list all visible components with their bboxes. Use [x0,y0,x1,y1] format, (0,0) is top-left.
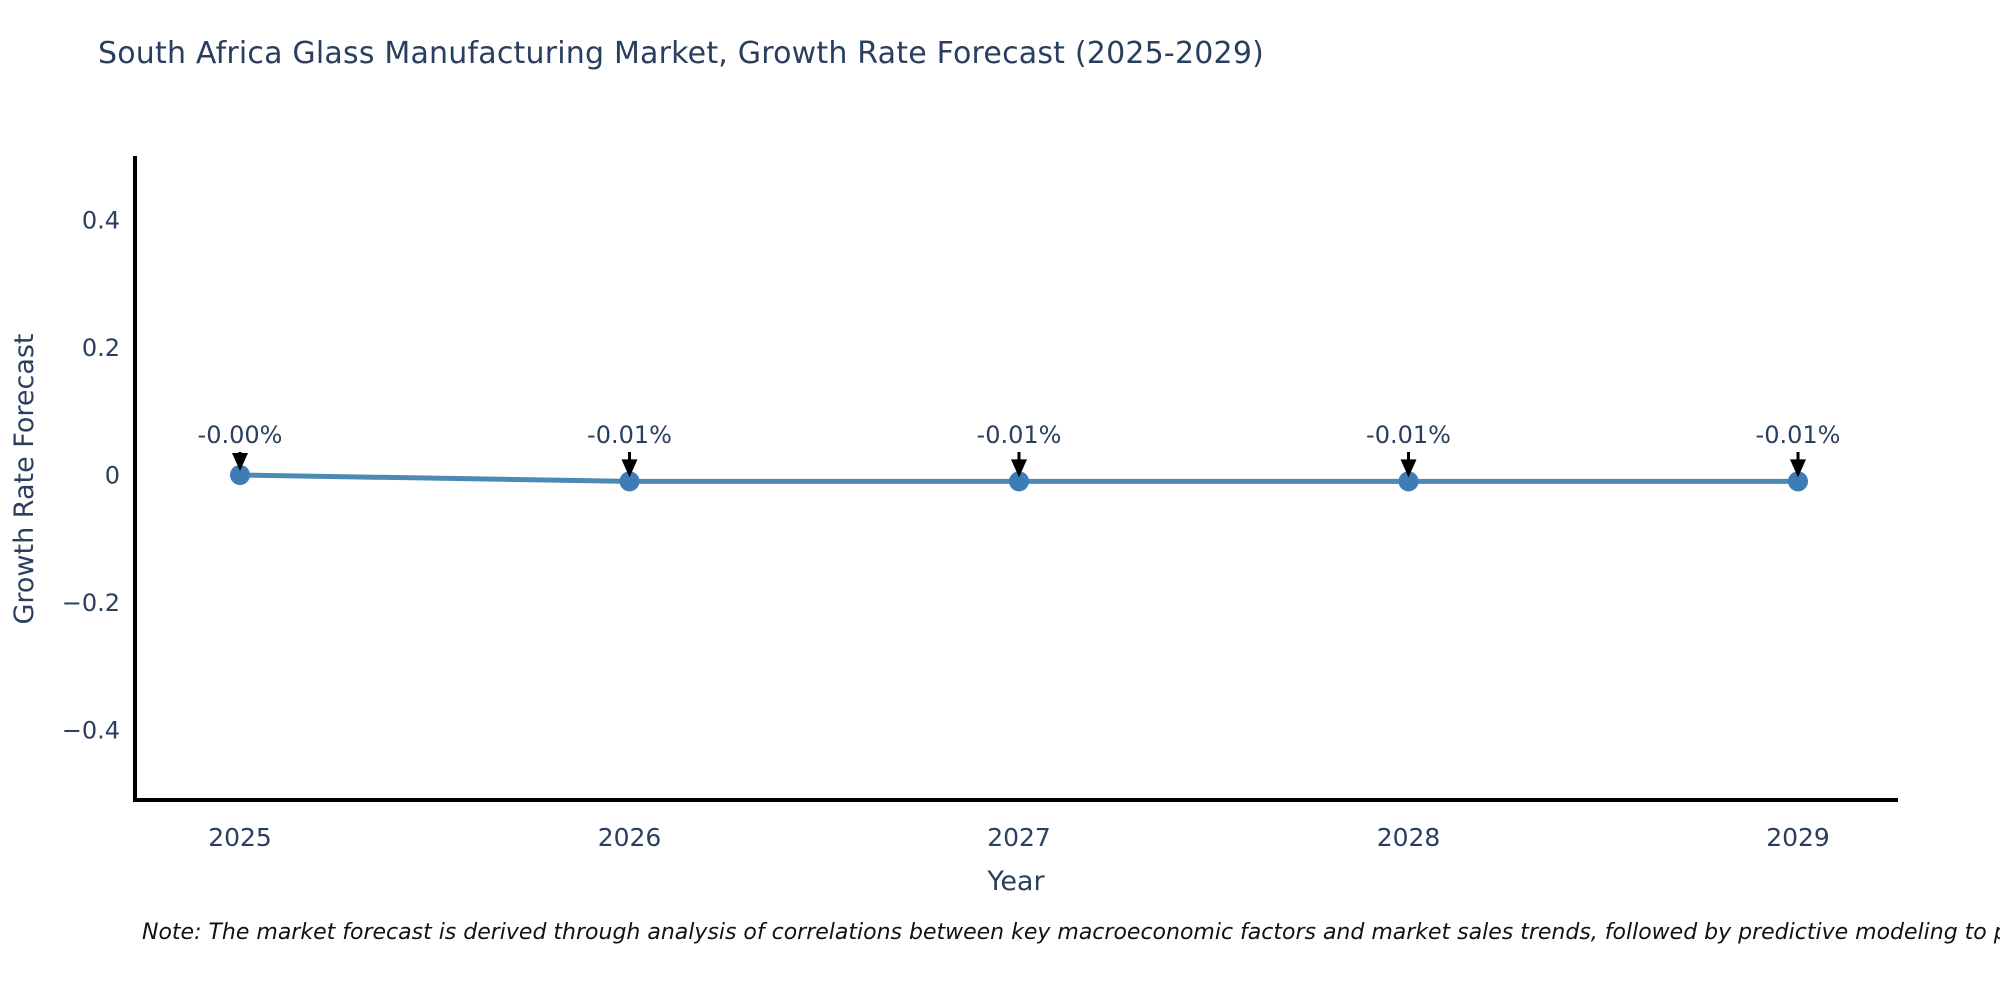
annotation-arrowhead-icon [1400,459,1417,478]
y-tick-label: −0.2 [62,589,120,617]
y-tick-label: 0 [105,462,120,490]
annotation-arrowhead-icon [1011,459,1027,478]
y-axis-title: Growth Rate Forecast [9,333,40,625]
y-tick-label: −0.4 [62,717,120,745]
data-point-marker [1009,471,1029,492]
x-tick-label: 2025 [208,823,272,852]
y-tick-label: 0.2 [82,334,120,362]
chart-title: South Africa Glass Manufacturing Market,… [98,36,1265,71]
footnote: Note: The market forecast is derived thr… [142,920,2000,945]
x-tick-label: 2027 [987,823,1051,852]
data-point-marker [1788,471,1808,492]
x-axis-title: Year [987,866,1045,897]
point-annotation-label: -0.01% [1756,421,1841,449]
annotation-arrowhead-icon [1790,459,1806,478]
annotation-arrowhead-icon [621,459,638,478]
point-annotation-label: -0.01% [587,421,672,449]
point-annotation-label: -0.01% [1366,421,1451,449]
x-tick-label: 2026 [598,823,662,852]
annotation-arrowhead-icon [232,453,248,471]
point-annotation-label: -0.01% [977,421,1062,449]
data-point-marker [230,465,250,485]
x-tick-label: 2029 [1766,823,1830,852]
data-point-marker [619,471,640,492]
x-tick-label: 2028 [1377,823,1441,852]
y-tick-label: 0.4 [82,207,120,235]
data-point-marker [1398,471,1419,492]
point-annotation-label: -0.00% [198,421,283,449]
